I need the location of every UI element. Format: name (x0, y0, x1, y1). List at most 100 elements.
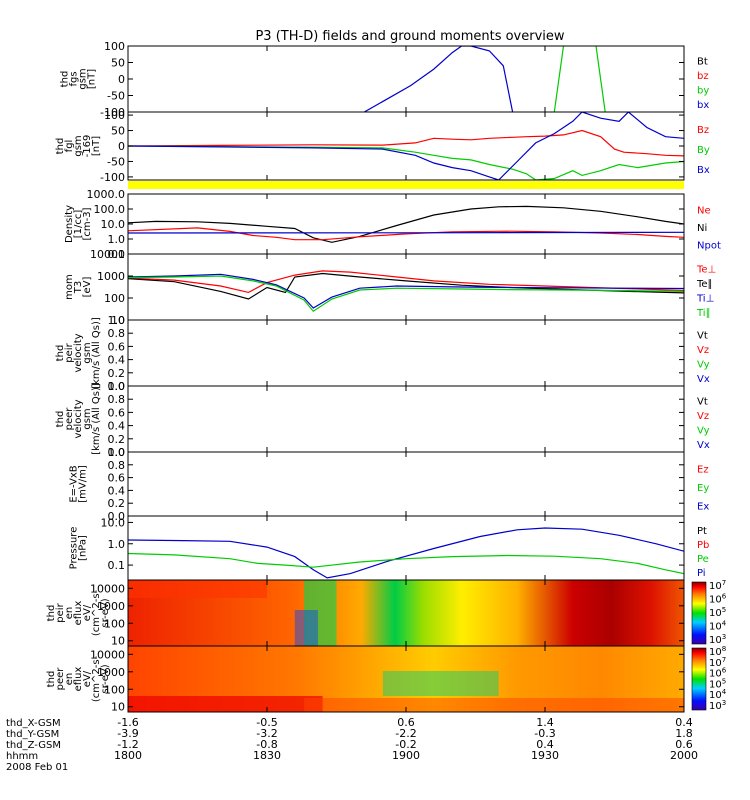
ephemeris-value: 0.6 (397, 716, 415, 729)
ephemeris-value: -0.5 (256, 716, 277, 729)
legend-entry: Vy (697, 425, 710, 436)
legend-entry: Ti⊥ (696, 293, 714, 304)
x-tick-label: 1900 (392, 749, 420, 762)
series-line-ni (128, 205, 684, 243)
y-tick-label: 1.0 (108, 446, 126, 459)
y-axis-label-line: eV/ (82, 604, 93, 621)
y-tick-label: 0.8 (108, 327, 126, 340)
y-tick-label: 1000 (97, 600, 125, 613)
series-line-by (595, 46, 606, 112)
y-tick-label: 0 (118, 140, 125, 153)
y-tick-label: 10 (111, 314, 125, 327)
y-axis-label-line: velocity (73, 333, 84, 372)
legend-entry: By (697, 145, 710, 156)
legend-entry: Bx (697, 165, 710, 176)
y-axis-label: Density[1/cc][cm-3] (64, 205, 93, 243)
series-line-bx (364, 46, 514, 112)
data-quality-bar (128, 181, 684, 189)
y-tick-label: 10000 (90, 248, 125, 261)
y-tick-label: 10 (111, 635, 125, 648)
y-axis-label-line: eflux (73, 667, 84, 692)
y-axis-label-line: velocity (73, 399, 84, 438)
ephemeris-row-label: thd_X-GSM (6, 718, 61, 729)
y-axis-label-line: -169 (82, 135, 93, 158)
y-tick-label: 0.6 (108, 472, 126, 485)
y-tick-label: -100 (100, 171, 125, 184)
ephemeris-value: 0.6 (675, 738, 693, 751)
y-axis-label-line: [nT] (91, 136, 102, 156)
y-axis-label-line: thd (60, 71, 71, 88)
legend-entry: Bt (697, 56, 708, 67)
ephemeris-row-label: thd_Z-GSM (6, 740, 61, 751)
y-axis-label-line: gsm (82, 408, 93, 429)
y-axis-label: Pressure[nPa] (69, 527, 89, 570)
y-axis-label-line: eflux (73, 601, 84, 626)
y-tick-label: 100 (104, 292, 125, 305)
legend-entry: Ne (697, 206, 711, 217)
series-line-pe (128, 552, 684, 575)
legend-entry: Pi (697, 568, 706, 579)
y-axis-label-line: E=-VxB (69, 465, 80, 502)
y-tick-label: 0.2 (108, 367, 126, 380)
ephemeris-value: -2.2 (395, 727, 416, 740)
y-axis-label-line: [mV/m] (78, 465, 89, 503)
y-axis-label-line: mom (64, 274, 75, 300)
chart-title: P3 (TH-D) fields and ground moments over… (255, 29, 564, 44)
panel-frame (127, 385, 685, 453)
colorbar-tick-label: 106 (709, 593, 727, 606)
y-tick-label: 0 (118, 73, 125, 86)
spectrogram-feature (128, 580, 267, 598)
y-axis-label-line: [nT] (87, 69, 98, 89)
panel-frame (127, 253, 685, 321)
y-tick-label: 100 (104, 109, 125, 122)
y-axis-label-line: [1/cc] (73, 210, 84, 239)
legend-entry: by (697, 85, 709, 96)
y-axis-label-line: Density (64, 205, 75, 243)
panel-ion-velocity: VtVzVyVx1.00.80.60.40.20.0thdpeirvelocit… (55, 314, 710, 393)
y-axis-label-line: sr-eV) (100, 598, 111, 627)
legend-entry: Vy (697, 359, 710, 370)
legend-entry: Ez (697, 464, 709, 475)
colorbar-tick-label: 103 (709, 699, 726, 712)
spectrogram-feature (304, 698, 684, 712)
y-tick-label: 0.4 (108, 420, 126, 433)
panel-electron-velocity: VtVzVyVx1.00.80.60.40.20.0thdpeervelocit… (55, 380, 710, 459)
colorbar-tick-label: 107 (709, 579, 726, 592)
y-tick-label: 0.6 (108, 406, 126, 419)
series-line-by (553, 46, 565, 112)
legend-entry: Ey (697, 483, 709, 494)
legend-entry: Te⊥ (696, 264, 716, 275)
legend-entry: Ex (697, 502, 709, 513)
y-tick-label: -100 (100, 106, 125, 119)
y-axis-label-line: (cm^2-s- (91, 589, 102, 636)
spectrogram-feature (382, 671, 499, 696)
panel-frame (127, 319, 685, 387)
x-tick-label: 2000 (670, 749, 698, 762)
y-axis-label-line: thd (55, 345, 66, 362)
panel-pressure: Pt Pb Pe Pi 10.0 1.0 0.1 Pressure[nPa] (69, 515, 709, 581)
y-axis-label-line: [km/s (All Qs)] (91, 383, 102, 455)
y-axis-label-line: peir (64, 342, 75, 362)
y-axis-label-line: (cm^2-s- (91, 655, 102, 702)
y-axis-label-line: [eV] (82, 277, 93, 298)
series-line-pi (128, 527, 684, 579)
y-tick-label: 0.4 (108, 354, 126, 367)
y-tick-label: 0.0 (108, 380, 126, 393)
ephemeris-row-label: thd_Y-GSM (6, 729, 59, 740)
y-tick-label: 1000.0 (87, 188, 126, 201)
colorbar-tick-label: 104 (709, 620, 727, 633)
legend-entry: Te∥ (696, 279, 713, 290)
y-axis-label: E=-VxB[mV/m] (69, 465, 89, 503)
y-tick-label: 0.2 (108, 497, 126, 510)
y-axis-label-line: peer (55, 667, 66, 691)
y-axis-label-line: peer (64, 407, 75, 431)
ephemeris-value: -0.2 (395, 738, 416, 751)
y-tick-label: 0.1 (108, 248, 126, 261)
y-tick-label: 0.6 (108, 340, 126, 353)
